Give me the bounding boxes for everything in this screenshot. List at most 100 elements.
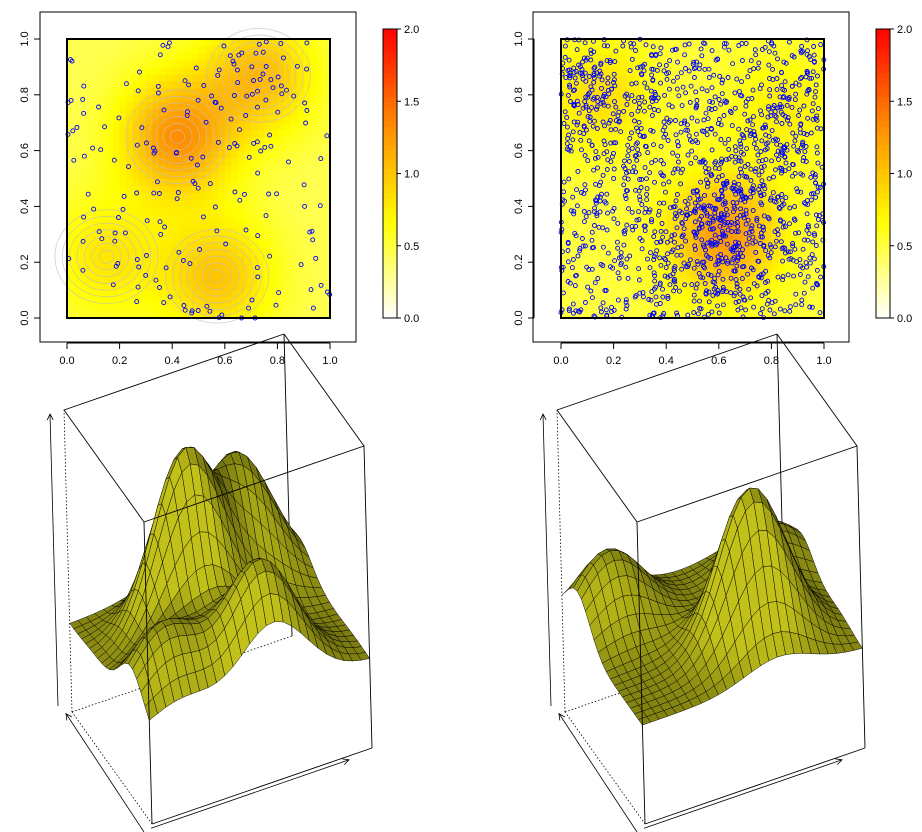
data-point	[571, 88, 577, 94]
data-point	[660, 234, 666, 240]
intensity-cell	[692, 269, 700, 277]
data-point	[266, 191, 272, 197]
intensity-cell	[771, 52, 779, 61]
intensity-cell	[106, 248, 114, 256]
data-point	[589, 245, 595, 251]
intensity-cell	[303, 39, 311, 47]
intensity-cell	[725, 66, 733, 75]
intensity-cell	[745, 213, 753, 221]
intensity-cell	[580, 129, 588, 138]
intensity-cell	[126, 101, 134, 110]
intensity-cell	[771, 157, 779, 166]
intensity-cell	[659, 185, 667, 194]
intensity-cell	[797, 164, 805, 173]
intensity-cell	[751, 122, 759, 131]
intensity-cell	[672, 108, 680, 117]
data-point	[291, 93, 297, 99]
intensity-cell	[290, 199, 298, 207]
intensity-cell	[561, 73, 569, 82]
intensity-cell	[659, 297, 667, 305]
intensity-cell	[231, 311, 239, 319]
data-point	[747, 128, 753, 134]
data-point	[781, 219, 786, 225]
data-point	[716, 97, 722, 102]
intensity-cell	[106, 164, 114, 173]
intensity-cell	[165, 206, 173, 214]
intensity-cell	[244, 59, 252, 68]
intensity-cell	[580, 206, 588, 214]
intensity-cell	[73, 185, 81, 194]
intensity-cell	[718, 269, 726, 277]
intensity-cell	[211, 241, 219, 249]
intensity-cell	[731, 171, 740, 180]
colorbar-swatch	[383, 67, 397, 73]
intensity-cell	[567, 39, 575, 47]
intensity-cell	[817, 248, 825, 256]
intensity-cell	[270, 52, 278, 61]
intensity-cell	[316, 248, 325, 256]
intensity-cell	[86, 227, 94, 235]
data-point	[244, 93, 250, 99]
intensity-cell	[679, 164, 687, 173]
data-point	[255, 104, 260, 110]
intensity-cell	[310, 262, 318, 270]
intensity-cell	[633, 157, 641, 166]
data-point	[716, 174, 722, 180]
intensity-cell	[672, 283, 680, 291]
intensity-cell	[771, 39, 779, 47]
contour-line	[172, 235, 262, 317]
intensity-cell	[297, 290, 305, 298]
intensity-cell	[777, 283, 786, 291]
data-point	[669, 233, 675, 239]
intensity-cell	[310, 178, 318, 187]
intensity-cell	[725, 164, 733, 173]
data-point	[733, 299, 739, 305]
intensity-cell	[771, 297, 779, 305]
intensity-cell	[574, 164, 582, 173]
intensity-cell	[817, 234, 825, 242]
intensity-cell	[672, 290, 680, 298]
intensity-cell	[685, 87, 694, 96]
intensity-cell	[165, 199, 173, 207]
colorbar-swatch	[383, 255, 397, 261]
data-point	[759, 82, 764, 88]
intensity-cell	[561, 269, 569, 277]
intensity-cell	[86, 157, 94, 166]
intensity-cell	[731, 178, 740, 187]
intensity-cell	[804, 122, 812, 131]
data-point	[239, 50, 245, 56]
intensity-cell	[567, 234, 575, 242]
intensity-cell	[211, 206, 219, 214]
intensity-cell	[290, 248, 298, 256]
intensity-cell	[132, 80, 140, 89]
intensity-cell	[745, 311, 753, 319]
intensity-cell	[685, 283, 694, 291]
intensity-cell	[165, 73, 173, 82]
data-point	[786, 96, 792, 102]
intensity-cell	[791, 269, 799, 277]
data-point	[783, 224, 788, 230]
intensity-cell	[270, 136, 278, 145]
intensity-cell	[620, 234, 628, 242]
colorbar-swatch	[383, 125, 397, 131]
intensity-cell	[731, 80, 740, 89]
intensity-cell	[80, 283, 88, 291]
intensity-cell	[600, 164, 608, 173]
intensity-cell	[633, 248, 641, 256]
data-point	[693, 89, 699, 95]
intensity-cell	[73, 73, 81, 82]
intensity-cell	[106, 290, 114, 298]
intensity-cell	[574, 304, 582, 312]
intensity-cell	[607, 59, 615, 68]
data-point	[672, 232, 677, 238]
data-point	[742, 111, 748, 117]
data-point	[651, 107, 657, 112]
intensity-cell	[185, 80, 193, 89]
intensity-cell	[205, 157, 213, 166]
intensity-cell	[290, 241, 298, 249]
intensity-cell	[283, 276, 292, 284]
data-point	[243, 227, 249, 233]
intensity-cell	[283, 157, 292, 166]
intensity-cell	[561, 290, 569, 298]
colorbar-swatch	[383, 57, 397, 64]
